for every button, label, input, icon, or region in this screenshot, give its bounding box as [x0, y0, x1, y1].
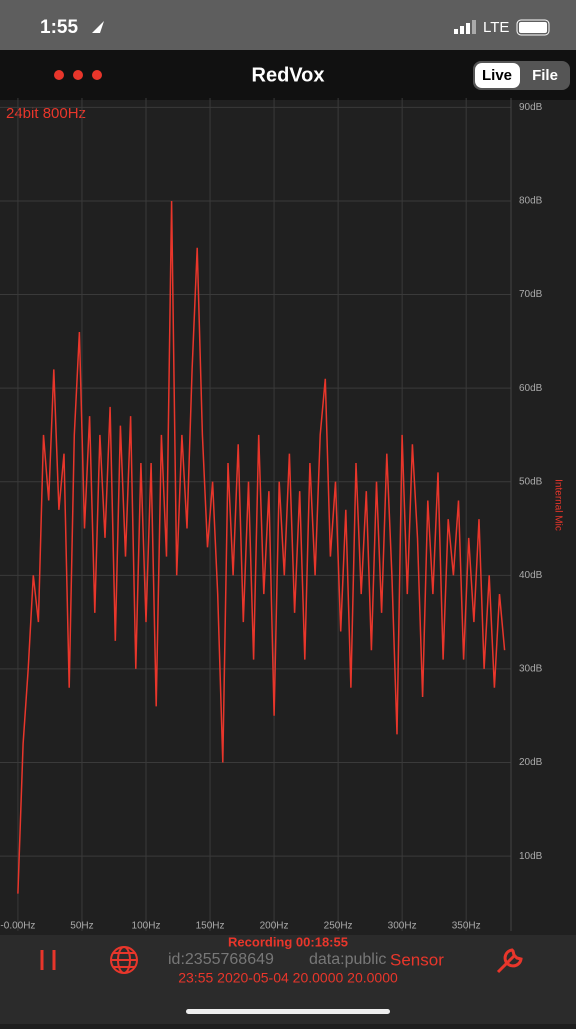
- toggle-live[interactable]: Live: [482, 67, 512, 84]
- y-tick-label: 60dB: [519, 383, 543, 394]
- subtitle: 24bit 800Hz: [6, 105, 86, 122]
- y-tick-label: 70dB: [519, 289, 543, 300]
- globe-button[interactable]: [110, 946, 138, 974]
- signal-icon: [454, 20, 476, 34]
- x-tick-label: 100Hz: [132, 921, 161, 932]
- y-tick-label: 50dB: [519, 476, 543, 487]
- plot-bg: [0, 100, 576, 935]
- spectrum-line: [17, 200, 506, 894]
- toggle-live-bg[interactable]: [475, 63, 520, 88]
- y-axis-label: Internal Mic: [552, 479, 563, 531]
- y-tick-label: 10dB: [519, 851, 543, 862]
- menu-button[interactable]: [54, 70, 102, 80]
- pause-button[interactable]: [40, 950, 56, 970]
- sensor-button[interactable]: Sensor: [390, 950, 444, 969]
- settings-button[interactable]: [496, 948, 523, 974]
- battery: [516, 19, 550, 36]
- time: 1:55: [40, 17, 78, 38]
- timestamp: 23:55 2020-05-04 20.0000 20.0000: [178, 970, 398, 986]
- location-icon: [92, 21, 104, 33]
- x-tick-label: 300Hz: [388, 921, 417, 932]
- y-tick-label: 30dB: [519, 664, 543, 675]
- x-tick-label: -0.00Hz: [0, 921, 35, 932]
- battery-level: [519, 22, 547, 33]
- x-tick-label: 200Hz: [260, 921, 289, 932]
- nav-title: RedVox: [252, 64, 325, 86]
- y-tick-label: 20dB: [519, 757, 543, 768]
- status-bar: [0, 0, 576, 50]
- plot: 24bit 800Hz 10dB 20dB 30dB 40dB 50dB 60dB 70dB 8…: [0, 98, 563, 932]
- device-id: id:2355768649: [168, 951, 274, 968]
- home-indicator: [186, 1009, 390, 1014]
- x-tick-label: 350Hz: [452, 921, 481, 932]
- y-tick-label: 90dB: [519, 102, 543, 113]
- x-tick-label: 250Hz: [324, 921, 353, 932]
- toggle-file[interactable]: File: [532, 67, 558, 84]
- y-tick-label: 40dB: [519, 570, 543, 581]
- recording: Recording 00:18:55: [228, 934, 348, 949]
- y-tick-label: 80dB: [519, 196, 543, 207]
- data-mode: data:public: [309, 951, 386, 968]
- network: LTE: [483, 19, 509, 36]
- x-tick-label: 50Hz: [70, 921, 93, 932]
- x-tick-label: 150Hz: [196, 921, 225, 932]
